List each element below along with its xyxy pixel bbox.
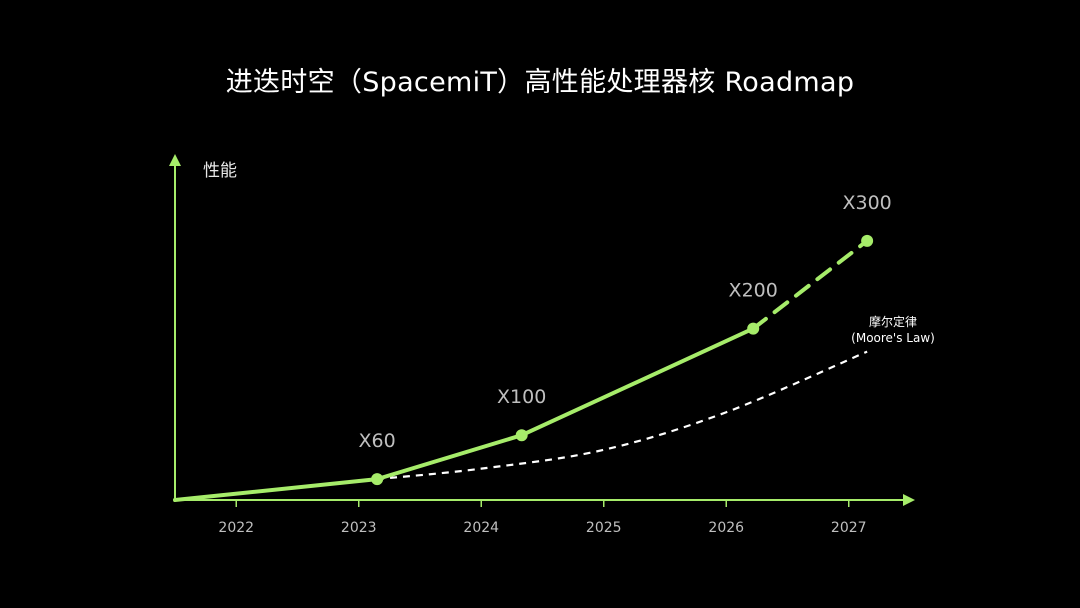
chart-axes: 性能 (169, 154, 915, 506)
moore-curve (377, 350, 868, 481)
roadmap-segment-dashed (751, 238, 870, 331)
y-axis-arrow-icon (169, 154, 181, 166)
roadmap-point (747, 322, 760, 335)
y-axis-label: 性能 (203, 161, 237, 181)
roadmap-point-label: X60 (359, 430, 396, 452)
roadmap-point (861, 234, 874, 247)
x-ticks: 2022 2023 2024 2025 2026 2027 (218, 500, 867, 536)
x-tick-label: 2027 (831, 520, 867, 536)
moore-label-line1: 摩尔定律 (869, 314, 917, 329)
roadmap-segment (375, 433, 524, 482)
x-tick-label: 2023 (341, 520, 377, 536)
x-axis-arrow-icon (903, 494, 915, 506)
roadmap-segment (519, 326, 756, 438)
moore-series (377, 350, 868, 481)
x-tick-label: 2024 (463, 520, 499, 536)
x-tick-label: 2025 (586, 520, 622, 536)
roadmap-point (371, 473, 384, 486)
roadmap-point-label: X100 (497, 386, 546, 408)
moore-label-line2: (Moore's Law) (851, 331, 935, 345)
roadmap-segment (173, 477, 380, 502)
spacemit-series (173, 234, 874, 502)
moore-legend: 摩尔定律 (Moore's Law) (851, 314, 935, 345)
roadmap-point-label: X200 (729, 280, 778, 302)
roadmap-point-label: X300 (842, 192, 891, 214)
x-tick-label: 2022 (218, 520, 254, 536)
roadmap-point (515, 429, 528, 442)
x-tick-label: 2026 (708, 520, 744, 536)
page-title: 进迭时空（SpacemiT）高性能处理器核 Roadmap (225, 67, 855, 98)
point-labels: X60 X100 X200 X300 (359, 192, 892, 452)
